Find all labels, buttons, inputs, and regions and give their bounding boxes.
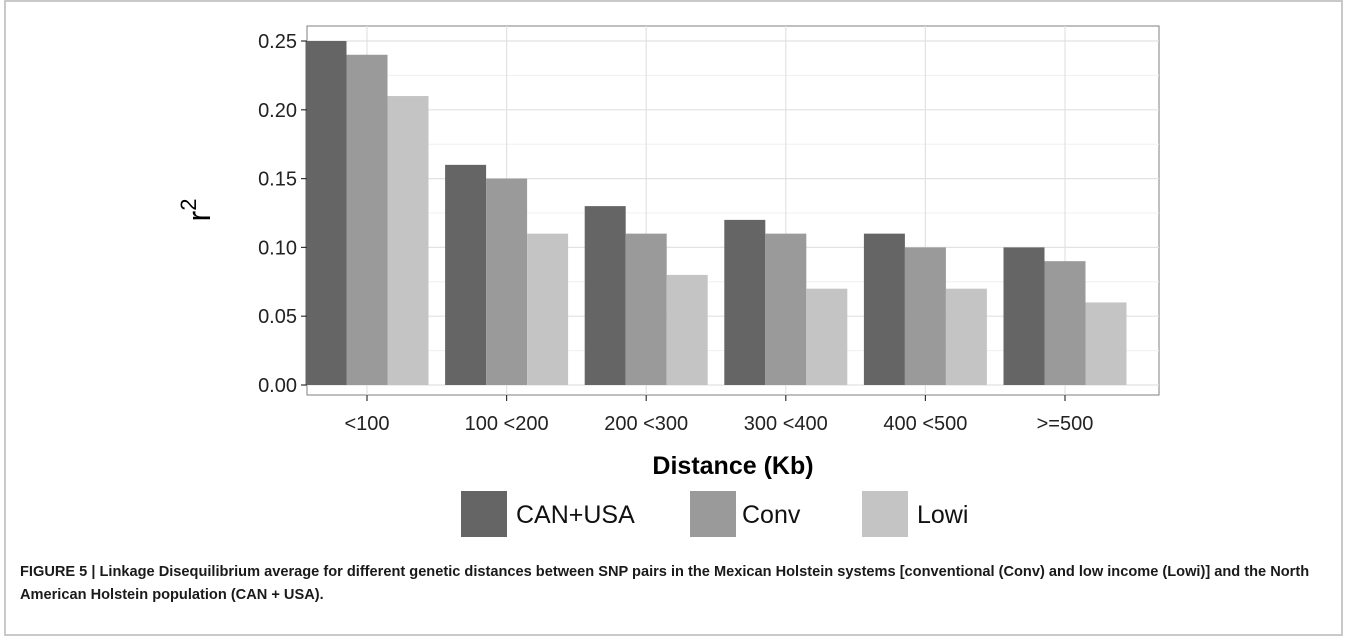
x-tick-label: 400 <500 (883, 413, 967, 435)
legend-swatch (461, 491, 507, 537)
y-tick-label: 0.25 (258, 31, 297, 53)
x-tick-label: 300 <400 (744, 413, 828, 435)
bar (584, 206, 626, 385)
bar (904, 247, 946, 385)
bar (387, 96, 429, 385)
x-axis-title: Distance (Kb) (652, 452, 813, 480)
bar (527, 233, 569, 385)
bar (305, 41, 347, 385)
bar (346, 54, 388, 385)
y-axis-title: r2 (176, 199, 217, 222)
legend-label: Lowi (917, 501, 968, 529)
y-tick-label: 0.20 (258, 100, 297, 122)
legend-label: Conv (742, 501, 801, 529)
bar (806, 288, 848, 385)
x-tick-label: 200 <300 (604, 413, 688, 435)
legend-swatch (862, 491, 908, 537)
bar (1003, 247, 1045, 385)
bar (486, 178, 528, 385)
bar (1085, 302, 1127, 385)
x-tick-label: <100 (344, 413, 389, 435)
y-tick-label: 0.10 (258, 237, 297, 259)
y-tick-label: 0.05 (258, 306, 297, 328)
bar (945, 288, 987, 385)
bar-chart: 0.00 0.05 0.10 0.15 0.20 0.25 <100 100 <200 200… (176, 25, 1160, 537)
y-axis-title-superscript: 2 (176, 199, 201, 211)
y-axis-title-base: r (181, 210, 217, 221)
bars (305, 41, 1127, 385)
legend: CAN+USA Conv Lowi (461, 491, 968, 537)
legend-swatch (690, 491, 736, 537)
bar (445, 164, 487, 385)
bar (666, 274, 708, 385)
x-tick-label: 100 <200 (465, 413, 549, 435)
y-tick-label: 0.15 (258, 169, 297, 191)
bar (625, 233, 667, 385)
bar (1044, 261, 1086, 385)
y-tick-label: 0.00 (258, 375, 297, 397)
y-axis: 0.00 0.05 0.10 0.15 0.20 0.25 (258, 31, 307, 397)
bar (765, 233, 807, 385)
legend-label: CAN+USA (516, 501, 635, 529)
x-tick-label: >=500 (1037, 413, 1094, 435)
bar (863, 233, 905, 385)
bar (724, 219, 766, 385)
figure-caption: FIGURE 5 | Linkage Disequilibrium averag… (20, 564, 1310, 603)
x-axis: <100 100 <200 200 <300 300 <400 400 <500 >=50… (344, 395, 1093, 435)
